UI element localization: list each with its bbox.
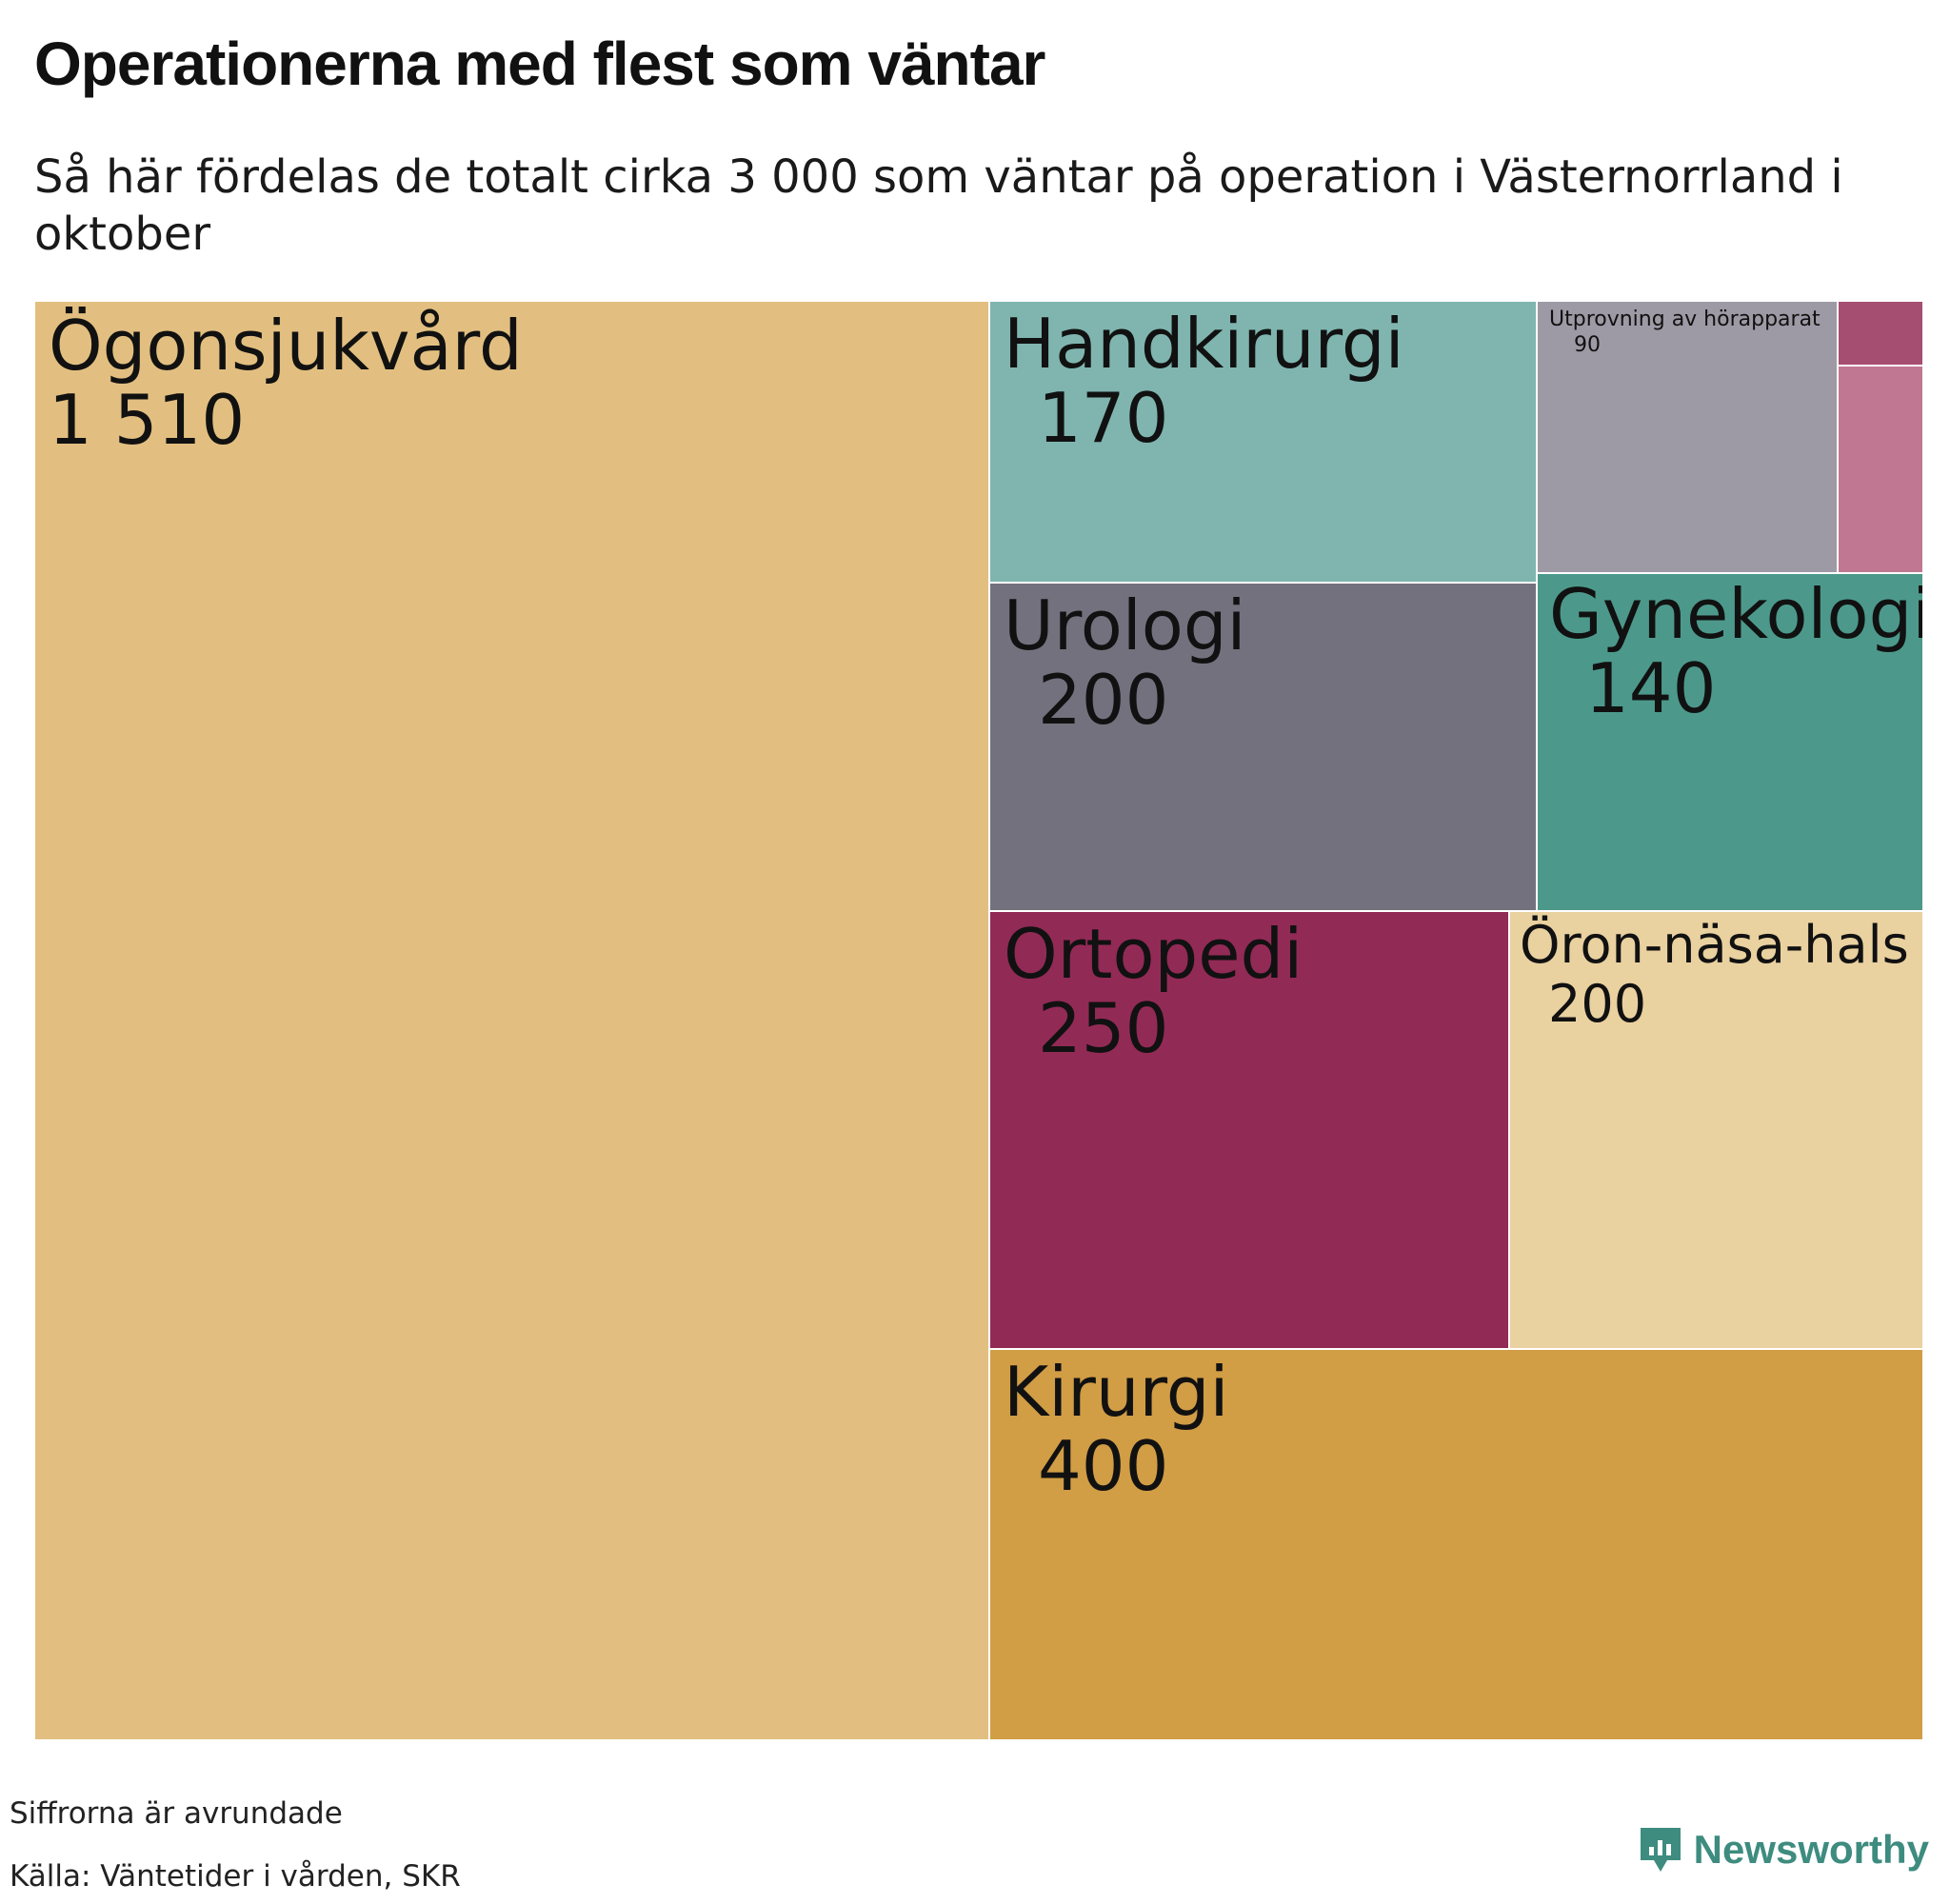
treemap-cell-ortopedi: Ortopedi 250 [989,911,1509,1349]
newsworthy-logo-icon [1640,1828,1681,1872]
treemap-cell-small-3 [1838,301,1923,366]
source-note: Källa: Väntetider i vården, SKR [10,1859,461,1894]
cell-value: 90 [1574,333,1601,357]
treemap-cell-ögonsjukvård: Ögonsjukvård 1 510 [34,301,989,1740]
cell-value: 200 [1038,660,1169,740]
cell-label: Öron-näsa-hals [1520,915,1909,975]
treemap-cell-small-4 [1838,366,1923,573]
treemap-cell-kirurgi: Kirurgi 400 [989,1349,1923,1740]
cell-value: 1 510 [49,380,246,460]
cell-label: Urologi [1004,585,1246,665]
brand-name: Newsworthy [1693,1827,1929,1872]
cell-value: 140 [1585,648,1717,728]
cell-label: Handkirurgi [1004,304,1404,384]
cell-label: Gynekologi [1549,574,1923,654]
treemap-cell-urologi: Urologi 200 [989,583,1537,911]
rounding-note: Siffrorna är avrundade [10,1796,343,1831]
brand-logo: Newsworthy [1637,1824,1929,1875]
cell-label: Kirurgi [1004,1352,1229,1432]
chart-title: Operationerna med flest som väntar [34,30,1045,98]
cell-label: Ögonsjukvård [49,306,523,386]
cell-value: 200 [1548,974,1647,1034]
chart-subtitle: Så här fördelas de totalt cirka 3 000 so… [34,150,1843,261]
cell-label: Utprovning av hörapparat [1549,307,1821,331]
treemap-cell-öron-näsa-hals: Öron-näsa-hals 200 [1509,911,1923,1349]
treemap-cell-gynekologi: Gynekologi 140 [1537,573,1923,911]
cell-value: 400 [1038,1426,1169,1506]
cell-value: 250 [1038,988,1169,1068]
cell-label: Ortopedi [1004,914,1303,994]
treemap-cell-utprovning-av-hörapparat: Utprovning av hörapparat 90 [1537,301,1838,573]
treemap-cell-handkirurgi: Handkirurgi 170 [989,301,1537,583]
treemap: Ögonsjukvård 1 510 Handkirurgi 170 Utprovnin… [34,301,1923,1740]
cell-value: 170 [1038,378,1169,458]
